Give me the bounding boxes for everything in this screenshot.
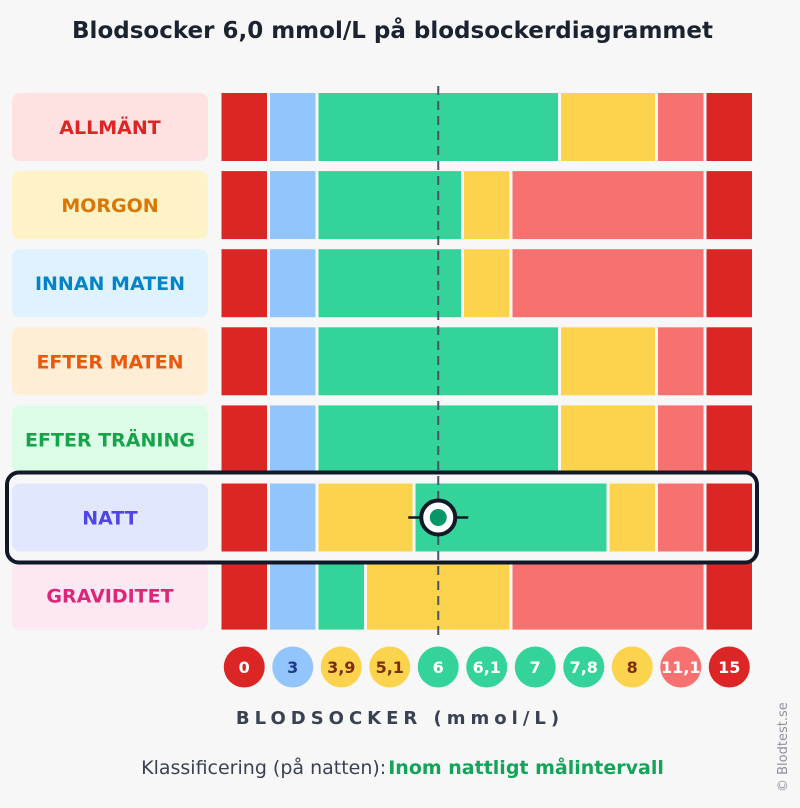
chart-band-blue: [270, 483, 316, 552]
chart-band-salmon: [658, 483, 704, 552]
chart-row-morgon: MORGON: [12, 171, 752, 240]
chart-band-green: [318, 249, 461, 318]
row-label-box: [12, 561, 208, 630]
chart-band-yellow: [609, 483, 655, 552]
tick-label: 6: [433, 658, 444, 677]
chart-band-red: [706, 405, 752, 474]
row-label-box: [12, 327, 208, 396]
row-label: NATT: [82, 508, 138, 530]
chart-band-red: [221, 93, 267, 161]
chart-band-salmon: [512, 561, 704, 630]
chart-band-blue: [270, 171, 316, 240]
tick-circle: [272, 646, 314, 688]
row-label-box: [12, 483, 208, 552]
chart-band-salmon: [512, 171, 704, 240]
classification-label: Klassificering (på natten):: [141, 757, 387, 779]
chart-band-yellow: [464, 171, 510, 240]
chart-band-red: [221, 249, 267, 318]
row-label: ALLMÄNT: [59, 115, 160, 139]
tick-circle: [466, 646, 508, 688]
tick-circle: [514, 646, 556, 688]
chart-band-red: [221, 561, 267, 630]
chart-band-red: [706, 561, 752, 630]
tick-circle: [611, 646, 653, 688]
chart-band-red: [221, 483, 267, 552]
tick-label: 6,1: [473, 658, 501, 677]
tick-label: 0: [239, 658, 250, 677]
tick-circle: [417, 646, 459, 688]
row-label-box: [12, 171, 208, 240]
chart-band-yellow: [561, 405, 655, 474]
chart-row-natt: NATT: [12, 483, 752, 552]
tick-label: 3: [287, 658, 298, 677]
chart-band-yellow: [318, 483, 413, 552]
target-marker-dot: [429, 509, 447, 526]
chart-band-red: [706, 93, 752, 161]
chart-band-red: [221, 405, 267, 474]
tick-label: 11,1: [661, 658, 700, 677]
chart-band-red: [706, 171, 752, 240]
tick-label: 5,1: [376, 658, 404, 677]
chart-band-blue: [270, 327, 316, 396]
tick-circle: [708, 646, 750, 688]
chart-band-blue: [270, 93, 316, 161]
chart-row-graviditet: GRAVIDITET: [12, 561, 752, 630]
tick-label: 15: [718, 658, 740, 677]
classification-value: Inom nattligt målintervall: [388, 757, 664, 779]
tick-circle: [320, 646, 362, 688]
blood-sugar-chart: ALLMÄNT MORGON INNAN MATEN EFTER MATEN EFTER…: [5, 86, 759, 688]
chart-band-salmon: [512, 249, 704, 318]
tick-circle: [660, 646, 702, 688]
row-label: MORGON: [61, 195, 158, 217]
row-label: EFTER MATEN: [36, 351, 183, 373]
row-label: GRAVIDITET: [46, 586, 173, 608]
row-label-box: [12, 93, 208, 161]
highlight-row-border: [5, 470, 759, 565]
chart-band-salmon: [658, 405, 704, 474]
row-label: INNAN MATEN: [35, 273, 185, 295]
row-label-box: [12, 405, 208, 474]
chart-band-red: [221, 171, 267, 240]
tick-label: 8: [627, 658, 638, 677]
chart-band-red: [221, 327, 267, 396]
chart-row-allmänt: ALLMÄNT: [12, 93, 752, 161]
chart-band-blue: [270, 561, 316, 630]
tick-label: 7,8: [570, 658, 598, 677]
row-label-box: [12, 249, 208, 318]
x-axis-label: BLODSOCKER (mmol/L): [235, 708, 565, 729]
chart-band-red: [706, 249, 752, 318]
chart-row-efter-maten: EFTER MATEN: [12, 327, 752, 396]
tick-label: 3,9: [327, 658, 355, 677]
chart-band-blue: [270, 249, 316, 318]
row-label: EFTER TRÄNING: [25, 427, 195, 451]
credit-text: © Blodtest.se: [776, 702, 791, 792]
chart-band-blue: [270, 405, 316, 474]
chart-band-yellow: [464, 249, 510, 318]
tick-circle: [223, 646, 265, 688]
chart-row-efter-träning: EFTER TRÄNING: [12, 405, 752, 474]
tick-label: 7: [530, 658, 541, 677]
chart-band-salmon: [658, 327, 704, 396]
tick-circle: [563, 646, 605, 688]
tick-circle: [369, 646, 411, 688]
chart-band-yellow: [561, 327, 655, 396]
chart-band-red: [706, 483, 752, 552]
chart-band-salmon: [658, 93, 704, 161]
chart-title: Blodsocker 6,0 mmol/L på blodsockerdiagr…: [72, 18, 713, 44]
chart-band-red: [706, 327, 752, 396]
chart-band-yellow: [561, 93, 655, 161]
chart-band-green: [318, 561, 364, 630]
classification: Klassificering (på natten): Inom nattligt…: [0, 757, 800, 779]
chart-row-innan-maten: INNAN MATEN: [12, 249, 752, 318]
chart-band-green: [318, 171, 461, 240]
